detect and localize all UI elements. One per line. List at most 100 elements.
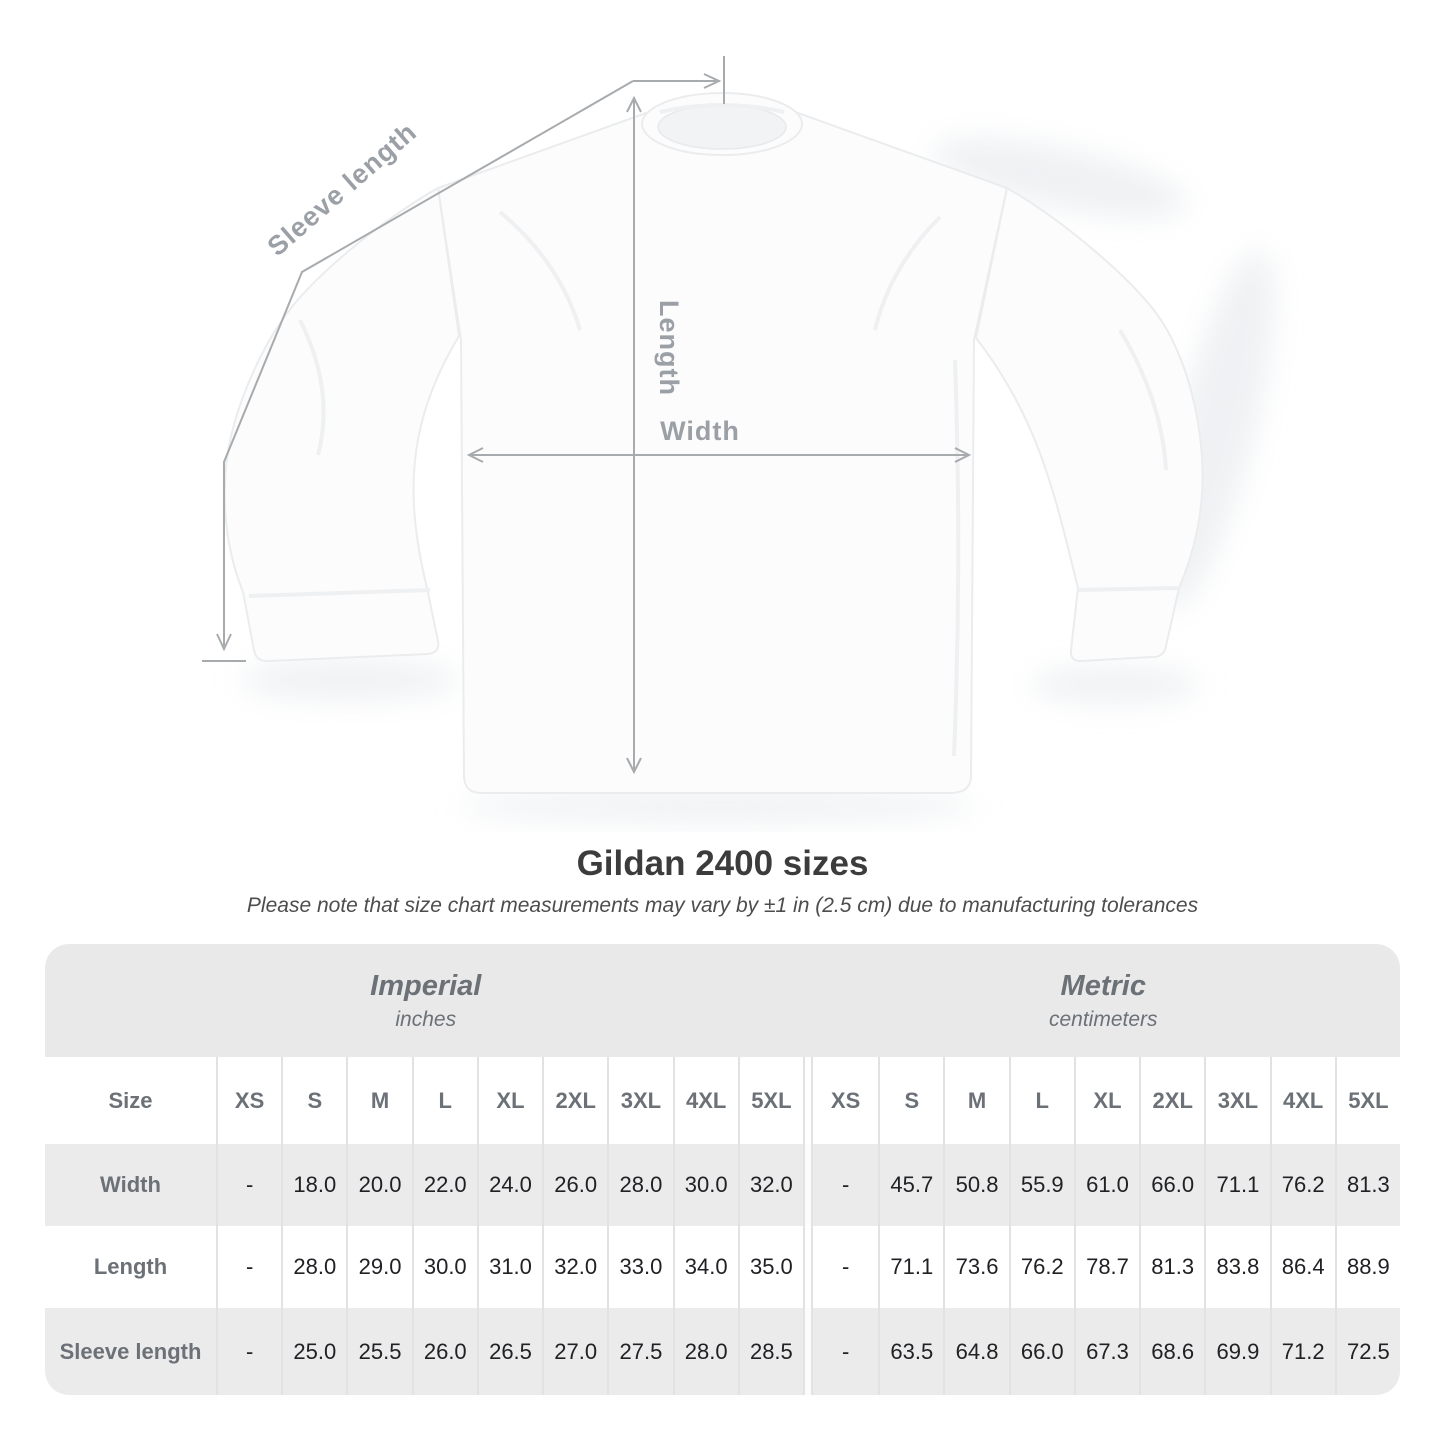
imperial-cell: 28.5	[737, 1308, 803, 1395]
group-separator	[802, 1144, 813, 1226]
metric-cell: 88.9	[1334, 1226, 1400, 1308]
imperial-cell: 26.5	[476, 1308, 542, 1395]
size-column-header: XS	[830, 1087, 861, 1113]
metric-cell: 81.3	[1139, 1226, 1204, 1308]
metric-cell: 69.9	[1204, 1308, 1269, 1395]
metric-unit-label: centimeters	[1048, 1007, 1158, 1031]
page-title: Gildan 2400 sizes	[576, 844, 869, 883]
sleeve-length-diagonal-line	[223, 80, 634, 646]
length-label: Length	[654, 300, 684, 396]
shirt-diagram-svg: Sleeve length Length Width	[202, 56, 1274, 822]
size-column-header: XS	[216, 1057, 281, 1144]
width-label: Width	[660, 416, 740, 446]
metric-group-header: Metric centimeters	[807, 944, 1400, 1057]
imperial-cell: 35.0	[737, 1226, 803, 1308]
size-column-header: M	[346, 1057, 411, 1144]
metric-cell: 81.3	[1334, 1144, 1400, 1226]
imperial-cell: 34.0	[672, 1226, 738, 1308]
metric-label: Metric	[1060, 969, 1146, 1002]
metric-cell: 83.8	[1204, 1226, 1269, 1308]
fabric-folds	[298, 210, 1168, 757]
width-left-arrowhead	[466, 447, 484, 463]
metric-cell: 66.0	[1139, 1144, 1204, 1226]
imperial-cell: 28.0	[281, 1226, 346, 1308]
metric-cell: 61.0	[1073, 1144, 1139, 1226]
length-down-arrowhead	[626, 757, 642, 775]
metric-cell: 71.1	[1204, 1144, 1269, 1226]
metric-cell: 50.8	[943, 1144, 1008, 1226]
imperial-cell: 25.5	[346, 1308, 411, 1395]
imperial-cell: 20.0	[346, 1144, 411, 1226]
size-column-header: 3XL	[1204, 1057, 1269, 1144]
imperial-cell: -	[216, 1308, 281, 1395]
heading-block: Gildan 2400 sizes Please note that size …	[0, 842, 1445, 920]
imperial-cell: 32.0	[542, 1226, 607, 1308]
imperial-cell: 31.0	[476, 1226, 542, 1308]
imperial-cell: 22.0	[411, 1144, 477, 1226]
sleeve-length-right-arrowhead	[703, 73, 722, 89]
metric-cell: 66.0	[1008, 1308, 1074, 1395]
metric-cell: 68.6	[1139, 1308, 1204, 1395]
group-separator	[802, 1057, 813, 1144]
metric-cell: 72.5	[1334, 1308, 1400, 1395]
metric-cell: -	[841, 1338, 850, 1364]
size-column-header: L	[411, 1057, 477, 1144]
metric-cell: -	[841, 1172, 850, 1197]
metric-cell: 67.3	[1073, 1308, 1139, 1395]
group-separator	[802, 1308, 813, 1395]
width-right-arrowhead	[954, 447, 972, 463]
shirt-left-sleeve	[223, 186, 461, 663]
width-measure: Width	[466, 416, 972, 463]
imperial-cell: 33.0	[607, 1226, 672, 1308]
size-column-header: 3XL	[607, 1057, 672, 1144]
size-header-cell: Size	[108, 1087, 153, 1113]
shirt-body	[436, 103, 1009, 795]
metric-cell: 86.4	[1269, 1226, 1335, 1308]
shirt-collar	[641, 92, 803, 156]
size-table-grid: Size XS S M L XL 2XL 3XL 4XL 5XL XS S M L XL 2XL 3XL 4XL 5…	[45, 1057, 1400, 1395]
metric-cell: 78.7	[1073, 1226, 1139, 1308]
metric-cell: 71.2	[1269, 1308, 1335, 1395]
table-row: Width -18.0 20.0 22.0 24.0 26.0 28.0 30.0 32.0-4…	[45, 1144, 1400, 1226]
size-chart-table: Imperial inches Metric centimeters Size X…	[45, 944, 1400, 1395]
imperial-cell: 29.0	[346, 1226, 411, 1308]
measurement-row-label: Sleeve length	[59, 1338, 202, 1364]
table-row: Length -28.0 29.0 30.0 31.0 32.0 33.0 34.0 35.0-…	[45, 1226, 1400, 1308]
imperial-cell: 26.0	[542, 1144, 607, 1226]
shirt-measurement-diagram: Sleeve length Length Width	[202, 56, 1274, 822]
metric-cell: 63.5	[878, 1308, 943, 1395]
imperial-cell: -	[216, 1226, 281, 1308]
right-cuff-seam	[1077, 586, 1179, 592]
size-column-header: 4XL	[672, 1057, 738, 1144]
imperial-cell: 30.0	[672, 1144, 738, 1226]
length-measure: Length	[626, 95, 684, 775]
measurement-row-label: Length	[93, 1254, 168, 1279]
length-up-arrowhead	[626, 95, 642, 113]
size-column-header: S	[878, 1057, 943, 1144]
table-row: Sleeve length -25.0 25.5 26.0 26.5 27.0 27.5 28…	[45, 1308, 1400, 1395]
imperial-cell: 26.0	[411, 1308, 477, 1395]
imperial-cell: 32.0	[737, 1144, 803, 1226]
metric-cell: -	[841, 1254, 850, 1279]
size-column-header: 2XL	[542, 1057, 607, 1144]
imperial-cell: 30.0	[411, 1226, 477, 1308]
metric-cell: 71.1	[878, 1226, 943, 1308]
imperial-cell: 28.0	[672, 1308, 738, 1395]
imperial-cell: 28.0	[607, 1144, 672, 1226]
table-row: Size XS S M L XL 2XL 3XL 4XL 5XL XS S M L XL 2XL 3XL 4XL 5…	[45, 1057, 1400, 1144]
size-column-header: M	[943, 1057, 1008, 1144]
imperial-cell: 24.0	[476, 1144, 542, 1226]
shirt-right-sleeve	[974, 186, 1204, 663]
imperial-group-header: Imperial inches	[45, 944, 807, 1057]
measurement-row-label: Width	[100, 1172, 161, 1197]
size-column-header: 5XL	[1334, 1057, 1400, 1144]
unit-group-header-band: Imperial inches Metric centimeters	[45, 944, 1400, 1057]
left-cuff-seam	[248, 588, 431, 598]
size-column-header: XL	[1073, 1057, 1139, 1144]
imperial-cell: 27.5	[607, 1308, 672, 1395]
metric-cell: 45.7	[878, 1144, 943, 1226]
size-column-header: 4XL	[1269, 1057, 1335, 1144]
metric-cell: 76.2	[1269, 1144, 1335, 1226]
imperial-cell: 27.0	[542, 1308, 607, 1395]
